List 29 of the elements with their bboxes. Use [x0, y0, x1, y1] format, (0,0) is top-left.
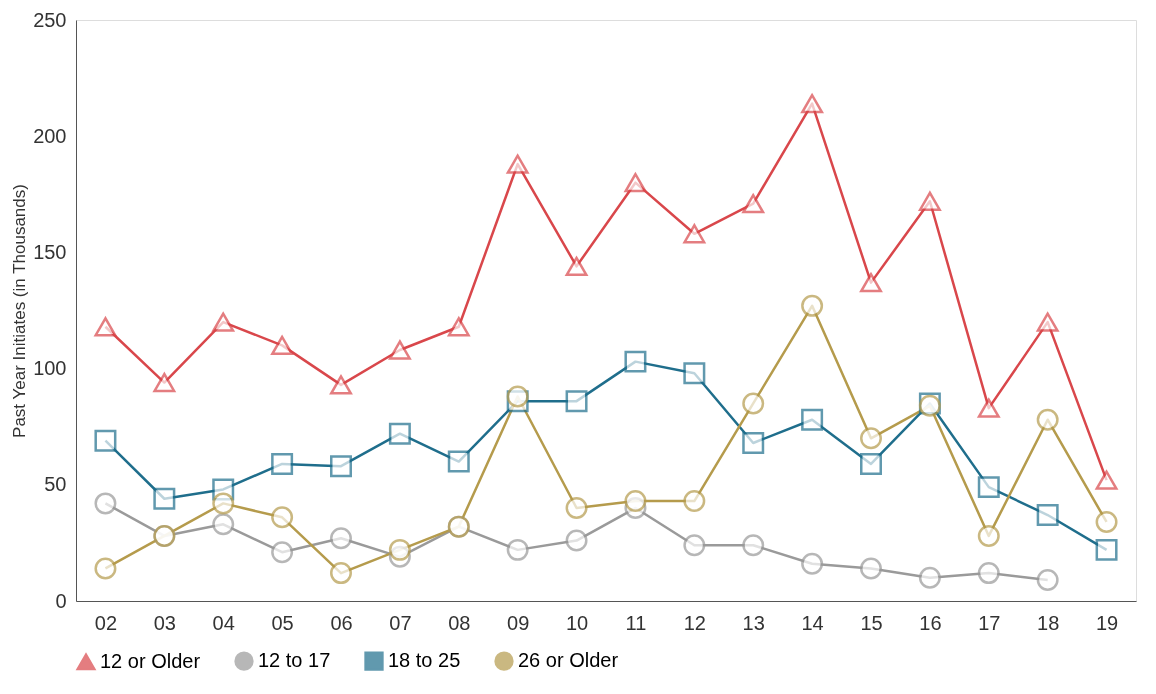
x-tick-label: 08 — [448, 611, 471, 634]
legend-label: 12 or Older — [100, 649, 201, 672]
y-tick-label: 50 — [44, 473, 67, 496]
x-tick-label: 15 — [860, 611, 883, 634]
legend-label: 26 or Older — [518, 649, 619, 672]
y-tick-label: 0 — [55, 589, 67, 612]
x-tick-label: 18 — [1037, 611, 1060, 634]
y-tick-label: 100 — [33, 357, 67, 380]
x-tick-label: 19 — [1095, 611, 1119, 634]
x-tick-label: 04 — [212, 611, 235, 634]
x-tick-label: 12 — [683, 611, 706, 634]
x-tick-label: 17 — [978, 611, 1001, 634]
x-tick-label: 16 — [919, 611, 942, 634]
x-tick-label: 03 — [153, 611, 176, 634]
x-tick-label: 10 — [565, 611, 589, 634]
y-tick-label: 250 — [33, 8, 67, 31]
x-tick-label: 05 — [271, 611, 294, 634]
x-tick-label: 14 — [801, 611, 824, 634]
x-tick-label: 09 — [507, 611, 530, 634]
legend-label: 12 to 17 — [258, 649, 331, 672]
y-tick-label: 200 — [33, 124, 67, 147]
x-tick-label: 06 — [330, 611, 353, 634]
legend-label: 18 to 25 — [388, 649, 461, 672]
x-tick-label: 11 — [625, 611, 647, 634]
y-tick-label: 150 — [33, 240, 67, 263]
x-tick-label: 07 — [389, 611, 412, 634]
x-tick-label: 13 — [742, 611, 765, 634]
x-tick-label: 02 — [94, 611, 118, 634]
y-axis-title: Past Year Initiates (in Thousands) — [10, 184, 30, 438]
